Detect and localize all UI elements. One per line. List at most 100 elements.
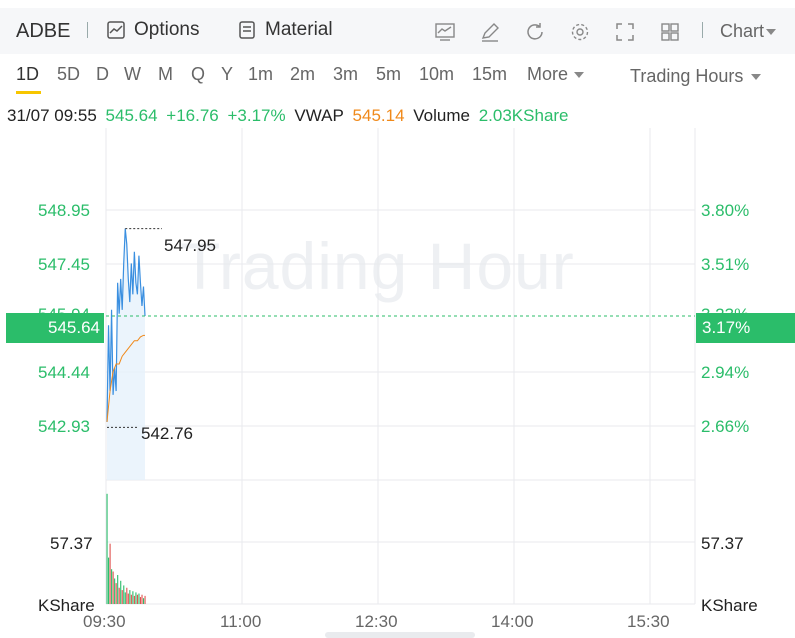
chart-watermark: Trading Hour — [180, 229, 575, 303]
tab-w[interactable]: W — [124, 64, 141, 84]
time-tick-label: 12:30 — [355, 612, 398, 631]
volume-bar — [130, 594, 132, 604]
price-tick-label: 545.94 — [38, 305, 90, 313]
volume-bar — [111, 569, 113, 604]
tab-1d[interactable]: 1D — [16, 64, 40, 84]
document-icon — [239, 21, 255, 39]
volume-bar — [132, 591, 134, 604]
more-periods-menu[interactable]: More — [527, 64, 585, 85]
vwap-line — [106, 334, 145, 423]
material-label: Material — [265, 19, 333, 40]
trading-hours-label: Trading Hours — [630, 66, 744, 86]
pct-tick-label: 3.51% — [701, 255, 750, 274]
time-tick-label: 09:30 — [83, 612, 126, 631]
tab-10m[interactable]: 10m — [419, 64, 455, 84]
volume-bar — [129, 590, 131, 604]
current-price-badge: 545.64 — [6, 313, 104, 343]
volume-bar — [141, 594, 143, 604]
volume-bar — [135, 592, 137, 604]
vwap-value: 545.14 — [352, 106, 405, 125]
volume-bar — [126, 587, 128, 604]
volume-bar — [138, 593, 140, 604]
chevron-down-icon — [574, 71, 585, 78]
tab-q[interactable]: Q — [191, 64, 206, 84]
volume-tick-label: 57.37 — [701, 534, 744, 553]
volume-label: Volume — [413, 106, 470, 125]
options-label: Options — [134, 19, 200, 40]
tab-d[interactable]: D — [96, 64, 109, 84]
time-tick-label: 15:30 — [627, 612, 670, 631]
fullscreen-icon[interactable] — [614, 21, 636, 43]
tab-5m[interactable]: 5m — [376, 64, 402, 84]
chart-menu[interactable]: Chart — [720, 21, 777, 42]
volume-unit-label: KShare — [38, 596, 95, 615]
pct-tick-label: 3.23% — [701, 305, 749, 313]
period-tabs: 1D 5D D W M Q Y 1m 2m 3m 5m 10m 15m More… — [0, 62, 795, 94]
material-button[interactable]: Material — [237, 19, 333, 41]
chevron-down-icon — [751, 73, 762, 80]
top-toolbar: ADBE Options Material Chart — [0, 8, 795, 54]
tab-m[interactable]: M — [158, 64, 173, 84]
tab-3m[interactable]: 3m — [333, 64, 359, 84]
draw-pen-icon[interactable] — [479, 21, 501, 43]
chart-indicator-icon[interactable] — [434, 21, 456, 43]
pct-tick-label: 2.66% — [701, 417, 750, 436]
tab-15m[interactable]: 15m — [472, 64, 508, 84]
price-tick-label: 542.93 — [38, 417, 90, 436]
tab-y[interactable]: Y — [221, 64, 234, 84]
refresh-icon[interactable] — [524, 21, 546, 43]
price-tick-label: 548.95 — [38, 201, 90, 220]
settings-gear-icon[interactable] — [569, 21, 591, 43]
options-chart-icon — [107, 21, 125, 39]
low-price-label: 542.76 — [141, 424, 193, 443]
chart-scrollbar[interactable] — [325, 632, 475, 638]
tab-2m[interactable]: 2m — [290, 64, 316, 84]
trading-hours-dropdown[interactable]: Trading Hours — [630, 66, 762, 87]
volume-bar — [106, 493, 108, 604]
pct-tick-label: 2.94% — [701, 363, 750, 382]
quote-change-pct: +3.17% — [227, 106, 286, 125]
current-pct-badge: 3.17% — [696, 313, 795, 343]
quote-price: 545.64 — [105, 106, 158, 125]
time-tick-label: 11:00 — [220, 612, 262, 631]
volume-bar — [136, 594, 138, 604]
ticker-symbol[interactable]: ADBE — [16, 20, 71, 42]
price-tick-label: 544.44 — [38, 363, 90, 382]
chevron-down-icon — [766, 28, 777, 35]
volume-tick-label: 57.37 — [50, 534, 93, 553]
tab-5d[interactable]: 5D — [57, 64, 81, 84]
volume-bar — [127, 593, 129, 604]
vwap-label: VWAP — [294, 106, 344, 125]
volume-bar — [118, 587, 120, 604]
quote-change: +16.76 — [166, 106, 219, 125]
quote-info-line: 31/07 09:55 545.64 +16.76 +3.17% VWAP 54… — [7, 106, 573, 126]
active-tab-indicator — [16, 91, 41, 94]
volume-bar — [124, 592, 126, 604]
volume-bar — [109, 543, 111, 604]
volume-unit-label: KShare — [701, 596, 758, 615]
toolbar-divider — [702, 22, 703, 38]
volume-bar — [133, 595, 135, 604]
more-label: More — [527, 64, 569, 84]
chart-menu-label: Chart — [720, 21, 765, 41]
tab-1m[interactable]: 1m — [248, 64, 274, 84]
volume-bar — [139, 597, 142, 604]
time-tick-label: 14:00 — [491, 612, 534, 631]
options-button[interactable]: Options — [106, 19, 199, 41]
volume-bar — [112, 571, 114, 604]
volume-bar — [142, 598, 145, 604]
price-area-fill — [107, 228, 145, 480]
volume-bar — [121, 590, 123, 604]
volume-bar — [115, 583, 117, 604]
tool-icon-group — [434, 21, 681, 43]
volume-bar — [123, 585, 125, 604]
price-line — [106, 228, 146, 422]
volume-bar — [114, 578, 116, 604]
high-price-label: 547.95 — [164, 236, 216, 255]
price-tick-label: 547.45 — [38, 255, 90, 274]
volume-bar — [144, 595, 146, 604]
layout-grid-icon[interactable] — [659, 21, 681, 43]
volume-bar — [117, 575, 119, 604]
quote-time: 31/07 09:55 — [7, 106, 97, 125]
